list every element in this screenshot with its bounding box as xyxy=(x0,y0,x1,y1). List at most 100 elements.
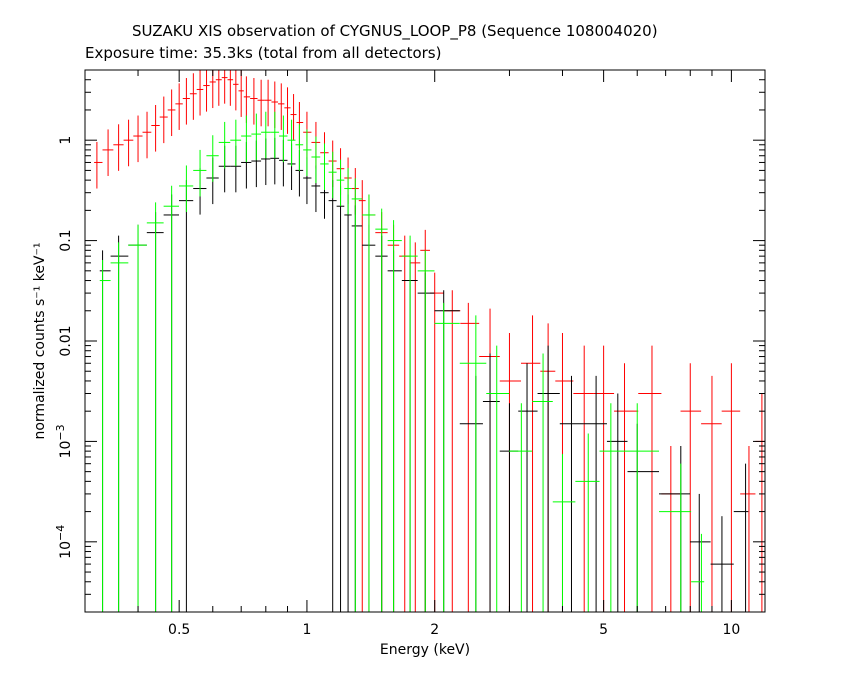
data-point xyxy=(680,363,702,612)
data-point xyxy=(362,194,376,612)
data-point xyxy=(290,94,297,141)
data-point xyxy=(661,446,681,612)
data-point xyxy=(721,363,741,612)
data-point xyxy=(599,403,625,612)
data-point xyxy=(230,119,242,167)
data-point xyxy=(459,315,487,612)
data-point xyxy=(532,353,553,612)
data-point xyxy=(690,493,711,612)
data-point xyxy=(659,463,692,612)
data-point xyxy=(486,345,510,612)
data-point xyxy=(193,149,207,197)
data-point xyxy=(434,290,460,612)
data-point xyxy=(733,463,749,612)
y-axis-label: normalized counts s⁻¹ keV⁻¹ xyxy=(32,242,48,439)
x-tick-label: 2 xyxy=(430,622,439,638)
data-point xyxy=(238,70,244,117)
data-point xyxy=(303,129,312,176)
data-point xyxy=(279,115,288,163)
data-point xyxy=(243,76,251,123)
data-point xyxy=(206,135,219,182)
data-point xyxy=(203,70,210,112)
axis-layer: 0.5 1 2 5 10 10−4 10−3 0.01 0.1 1 xyxy=(54,69,765,638)
data-point xyxy=(189,73,197,120)
data-point xyxy=(270,111,280,159)
data-point xyxy=(537,345,560,612)
data-point xyxy=(179,165,194,213)
data-point xyxy=(638,345,662,612)
x-tick-label: 0.5 xyxy=(168,622,190,638)
data-point xyxy=(221,70,228,104)
x-tick-label: 1 xyxy=(302,622,311,638)
data-point xyxy=(146,202,164,612)
y-tick-label: 10−4 xyxy=(54,525,74,559)
data-point xyxy=(227,70,234,106)
data-point xyxy=(417,272,435,612)
data-point xyxy=(365,194,376,612)
data-point xyxy=(410,242,421,612)
chart-subtitle: Exposure time: 35.3ks (total from all de… xyxy=(85,44,442,62)
data-point xyxy=(110,242,129,612)
data-point xyxy=(740,446,756,612)
data-point xyxy=(328,180,337,612)
data-point xyxy=(351,178,363,612)
data-point xyxy=(182,78,190,125)
data-point xyxy=(233,70,239,111)
data-point xyxy=(133,115,143,163)
data-point xyxy=(593,345,615,612)
data-point xyxy=(218,121,231,169)
chart-title: SUZAKU XIS observation of CYGNUS_LOOP_P8… xyxy=(132,22,658,40)
data-point xyxy=(399,235,411,612)
data-point xyxy=(113,124,124,171)
data-point xyxy=(311,136,321,184)
data-point xyxy=(159,96,168,144)
data-point xyxy=(251,113,262,161)
data-point xyxy=(196,70,204,116)
data-point xyxy=(151,105,160,152)
data-point xyxy=(499,403,519,612)
data-point xyxy=(555,333,574,612)
data-point xyxy=(287,119,296,167)
data-point xyxy=(499,333,521,612)
data-point xyxy=(123,119,134,167)
data-point xyxy=(320,143,329,191)
y-tick-exponent: −4 xyxy=(54,525,67,541)
data-point xyxy=(375,208,388,612)
data-point xyxy=(583,375,607,612)
data-point xyxy=(552,453,576,612)
data-point xyxy=(691,533,705,612)
data-point xyxy=(179,180,194,612)
series-1 xyxy=(99,137,749,612)
data-point xyxy=(94,141,103,189)
data-point xyxy=(627,423,660,612)
data-point xyxy=(241,115,252,163)
data-point xyxy=(417,250,435,612)
data-point xyxy=(128,224,147,612)
data-point xyxy=(459,375,483,612)
y-tick-label: 0.1 xyxy=(58,229,74,251)
data-point xyxy=(295,124,304,171)
series-0 xyxy=(94,70,765,612)
x-tick-label: 10 xyxy=(722,622,740,638)
data-point xyxy=(102,129,114,176)
data-point xyxy=(175,83,183,130)
data-point xyxy=(209,70,216,109)
x-tick-label: 5 xyxy=(599,622,608,638)
data-point xyxy=(328,151,337,199)
data-point xyxy=(264,79,272,127)
data-point xyxy=(110,235,129,612)
data-point xyxy=(344,194,352,612)
data-point xyxy=(250,78,258,125)
data-point xyxy=(351,205,363,612)
data-layer xyxy=(94,70,765,612)
data-point xyxy=(215,70,222,106)
data-point xyxy=(559,375,584,612)
data-point xyxy=(573,345,594,612)
data-point xyxy=(99,250,111,612)
data-point xyxy=(336,185,345,612)
data-point xyxy=(163,185,180,612)
data-point xyxy=(755,393,765,612)
data-point xyxy=(575,433,600,612)
data-point xyxy=(701,375,722,612)
